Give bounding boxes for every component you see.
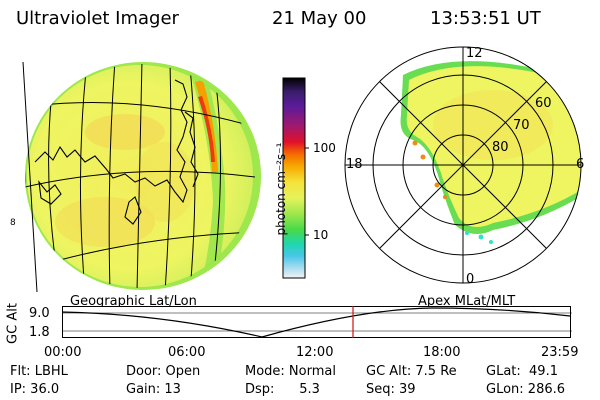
geographic-globe-image bbox=[22, 61, 261, 293]
dsp-info: Dsp: 5.3 bbox=[245, 382, 320, 397]
geographic-label: Geographic Lat/Lon bbox=[70, 294, 197, 309]
mlt-label-18: 18 bbox=[346, 157, 363, 172]
alt-xtick-0000: 00:00 bbox=[44, 345, 82, 360]
ip-info: IP: 36.0 bbox=[10, 382, 60, 397]
mlt-label-0: 0 bbox=[466, 272, 475, 287]
mlat-label-60: 60 bbox=[535, 96, 552, 111]
alt-ylabel: GC Alt bbox=[5, 303, 21, 344]
polar-mlat-mlt-plot bbox=[344, 46, 582, 284]
mode-info: Mode: Normal bbox=[245, 364, 336, 379]
gc-alt-info: GC Alt: 7.5 Re bbox=[366, 364, 457, 379]
colorbar bbox=[282, 77, 309, 279]
time-label: 13:53:51 UT bbox=[430, 8, 541, 29]
date-label: 21 May 00 bbox=[272, 8, 367, 29]
glat-info: GLat: 49.1 bbox=[486, 364, 558, 379]
alt-ytick-9: 9.0 bbox=[29, 306, 50, 321]
alt-ytick-1: 1.8 bbox=[29, 325, 50, 340]
globe-side-tick: 8 bbox=[10, 218, 16, 228]
mlat-label-80: 80 bbox=[492, 140, 509, 155]
colorbar-tick-100: 100 bbox=[313, 141, 336, 155]
apex-label: Apex MLat/MLT bbox=[418, 294, 516, 309]
gain-info: Gain: 13 bbox=[126, 382, 181, 397]
mlat-label-70: 70 bbox=[513, 118, 530, 133]
door-info: Door: Open bbox=[126, 364, 201, 379]
altitude-plot bbox=[61, 306, 572, 338]
colorbar-tick-10: 10 bbox=[313, 228, 329, 242]
alt-xtick-1800: 18:00 bbox=[423, 345, 461, 360]
glon-info: GLon: 286.6 bbox=[486, 382, 566, 397]
alt-xtick-2359: 23:59 bbox=[541, 345, 579, 360]
mlt-label-6: 6 bbox=[576, 157, 585, 172]
mlt-label-12: 12 bbox=[466, 46, 483, 61]
alt-xtick-0600: 06:00 bbox=[168, 345, 206, 360]
flt-info: Flt: LBHL bbox=[10, 364, 68, 379]
seq-info: Seq: 39 bbox=[366, 382, 416, 397]
colorbar-unit-label: photon cm⁻²s⁻¹ bbox=[274, 142, 288, 236]
instrument-title: Ultraviolet Imager bbox=[16, 8, 179, 29]
alt-xtick-1200: 12:00 bbox=[296, 345, 334, 360]
